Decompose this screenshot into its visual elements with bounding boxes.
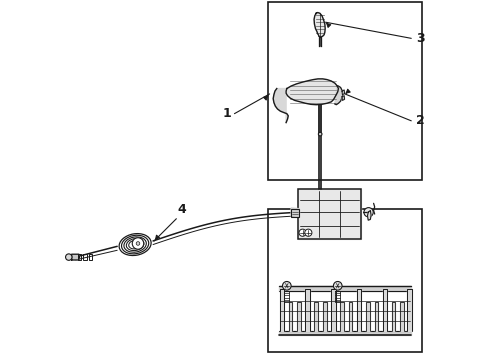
Polygon shape [374,302,378,330]
Polygon shape [407,289,411,330]
Polygon shape [280,289,284,330]
Text: 4: 4 [177,203,185,216]
Polygon shape [330,289,335,330]
Polygon shape [400,302,403,330]
Bar [267,3,421,180]
Bar [267,209,421,352]
Text: 3: 3 [415,32,424,45]
Circle shape [65,254,72,260]
Circle shape [363,208,372,217]
Circle shape [318,132,321,136]
Polygon shape [367,211,370,220]
Circle shape [136,242,140,245]
Bar [290,209,298,217]
Polygon shape [288,302,292,330]
Polygon shape [298,189,360,239]
Polygon shape [356,289,361,330]
Bar [78,254,81,260]
Polygon shape [305,289,309,330]
Circle shape [132,238,143,249]
Polygon shape [323,302,326,330]
Polygon shape [382,289,386,330]
Polygon shape [297,302,300,330]
Polygon shape [334,86,343,105]
Polygon shape [285,79,338,105]
Polygon shape [318,37,320,45]
Circle shape [333,282,341,290]
Circle shape [304,229,311,236]
Polygon shape [314,302,317,330]
Polygon shape [290,208,298,217]
Polygon shape [341,96,344,100]
Polygon shape [313,13,325,37]
Polygon shape [340,302,343,330]
Polygon shape [278,330,410,335]
Bar [298,189,360,239]
Circle shape [298,229,305,236]
Bar [83,254,86,260]
Circle shape [282,282,290,290]
Bar [88,254,92,260]
Text: 2: 2 [415,114,424,127]
Polygon shape [366,302,369,330]
Polygon shape [341,90,344,95]
Polygon shape [273,89,287,123]
Polygon shape [391,302,395,330]
Polygon shape [348,302,352,330]
Polygon shape [278,286,410,291]
Polygon shape [72,254,80,260]
Text: 1: 1 [222,107,230,120]
